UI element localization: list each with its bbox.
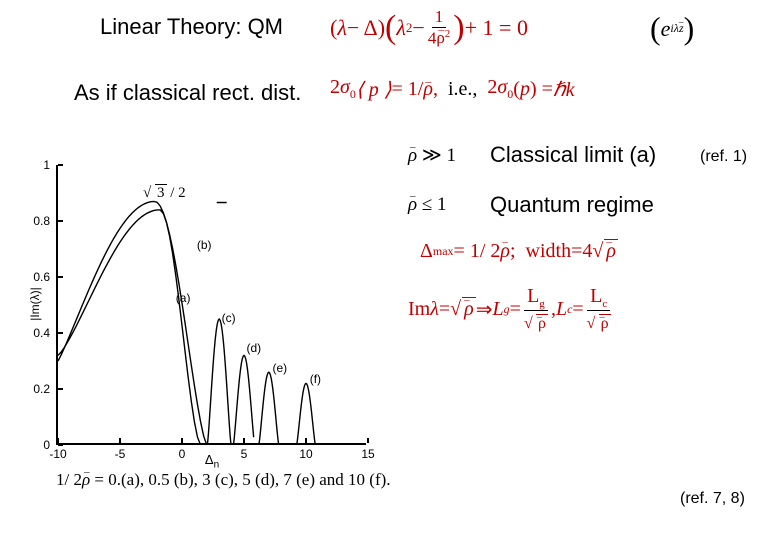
eq-delta-max: Δmax = 1/ 2ρ_ ; width=4 ρ_ — [420, 240, 618, 263]
ref1-text: (ref. 1) — [700, 148, 747, 166]
chart-xtick-label: -5 — [105, 447, 135, 461]
chart-peak-label: (d) — [246, 341, 261, 355]
quantum-label-text: Quantum regime — [490, 192, 654, 218]
chart-peak-label: (b) — [197, 238, 212, 252]
chart-ytick-label: 0.4 — [20, 326, 50, 340]
chart-caption: 1/ 2ρ_ = 0.(a), 0.5 (b), 3 (c), 5 (d), 7… — [56, 470, 391, 490]
eq1: (λ − Δ) ( λ2 − 1 4ρ_2 ) + 1 = 0 — [330, 8, 528, 48]
chart-ylabel: |Im(λ)| — [28, 287, 42, 321]
eq-exp: ( eiλz_ ) — [650, 10, 694, 47]
eq-imlambda: Imλ = ρ_ ⇒ Lg = Lg ρ_ , Lc = Lc ρ_ — [408, 285, 614, 333]
ref1: (ref. 1) — [700, 148, 747, 166]
chart-peak-label: (a) — [176, 291, 191, 305]
heading-linear-theory: Linear Theory: QM — [100, 14, 283, 40]
cond-quantum: ρ_ ≤ 1 — [408, 194, 447, 216]
cond-classical: ρ_ ≫ 1 — [408, 144, 456, 167]
quantum-regime-label: Quantum regime — [490, 192, 654, 218]
chart-xtick-label: 5 — [229, 447, 259, 461]
chart-ytick-label: 1 — [20, 158, 50, 172]
chart-peak-label: (f) — [310, 372, 321, 386]
chart-xtick-label: 10 — [291, 447, 321, 461]
chart-ytick-label: 0.2 — [20, 382, 50, 396]
chart-xtick-label: 15 — [353, 447, 383, 461]
heading-classical-dist: As if classical rect. dist. — [74, 80, 301, 106]
chart-peak-label: (e) — [273, 361, 288, 375]
chart-ytick-label: 0.8 — [20, 214, 50, 228]
chart-peak-label: (c) — [222, 311, 236, 325]
chart-xlabel: Δn — [205, 452, 219, 471]
ref78: (ref. 7, 8) — [680, 490, 745, 508]
chart-svg — [58, 165, 368, 445]
classical-limit-label: Classical limit (a) — [490, 142, 656, 168]
heading1-text: Linear Theory: QM — [100, 14, 283, 40]
ref78-text: (ref. 7, 8) — [680, 490, 745, 508]
heading2-text: As if classical rect. dist. — [74, 80, 301, 106]
classical-label-text: Classical limit (a) — [490, 142, 656, 168]
eq2: 2σ0 ⟨ p ⟩ = 1/ ρ_ , i.e., 2σ0 (p) = ℏk — [330, 76, 574, 102]
imlambda-chart: |Im(λ)| Δn 3 / 2 00.20.40.60.81-10-50510… — [56, 165, 366, 445]
chart-xtick-label: -10 — [43, 447, 73, 461]
chart-ytick-label: 0.6 — [20, 270, 50, 284]
chart-xtick-label: 0 — [167, 447, 197, 461]
